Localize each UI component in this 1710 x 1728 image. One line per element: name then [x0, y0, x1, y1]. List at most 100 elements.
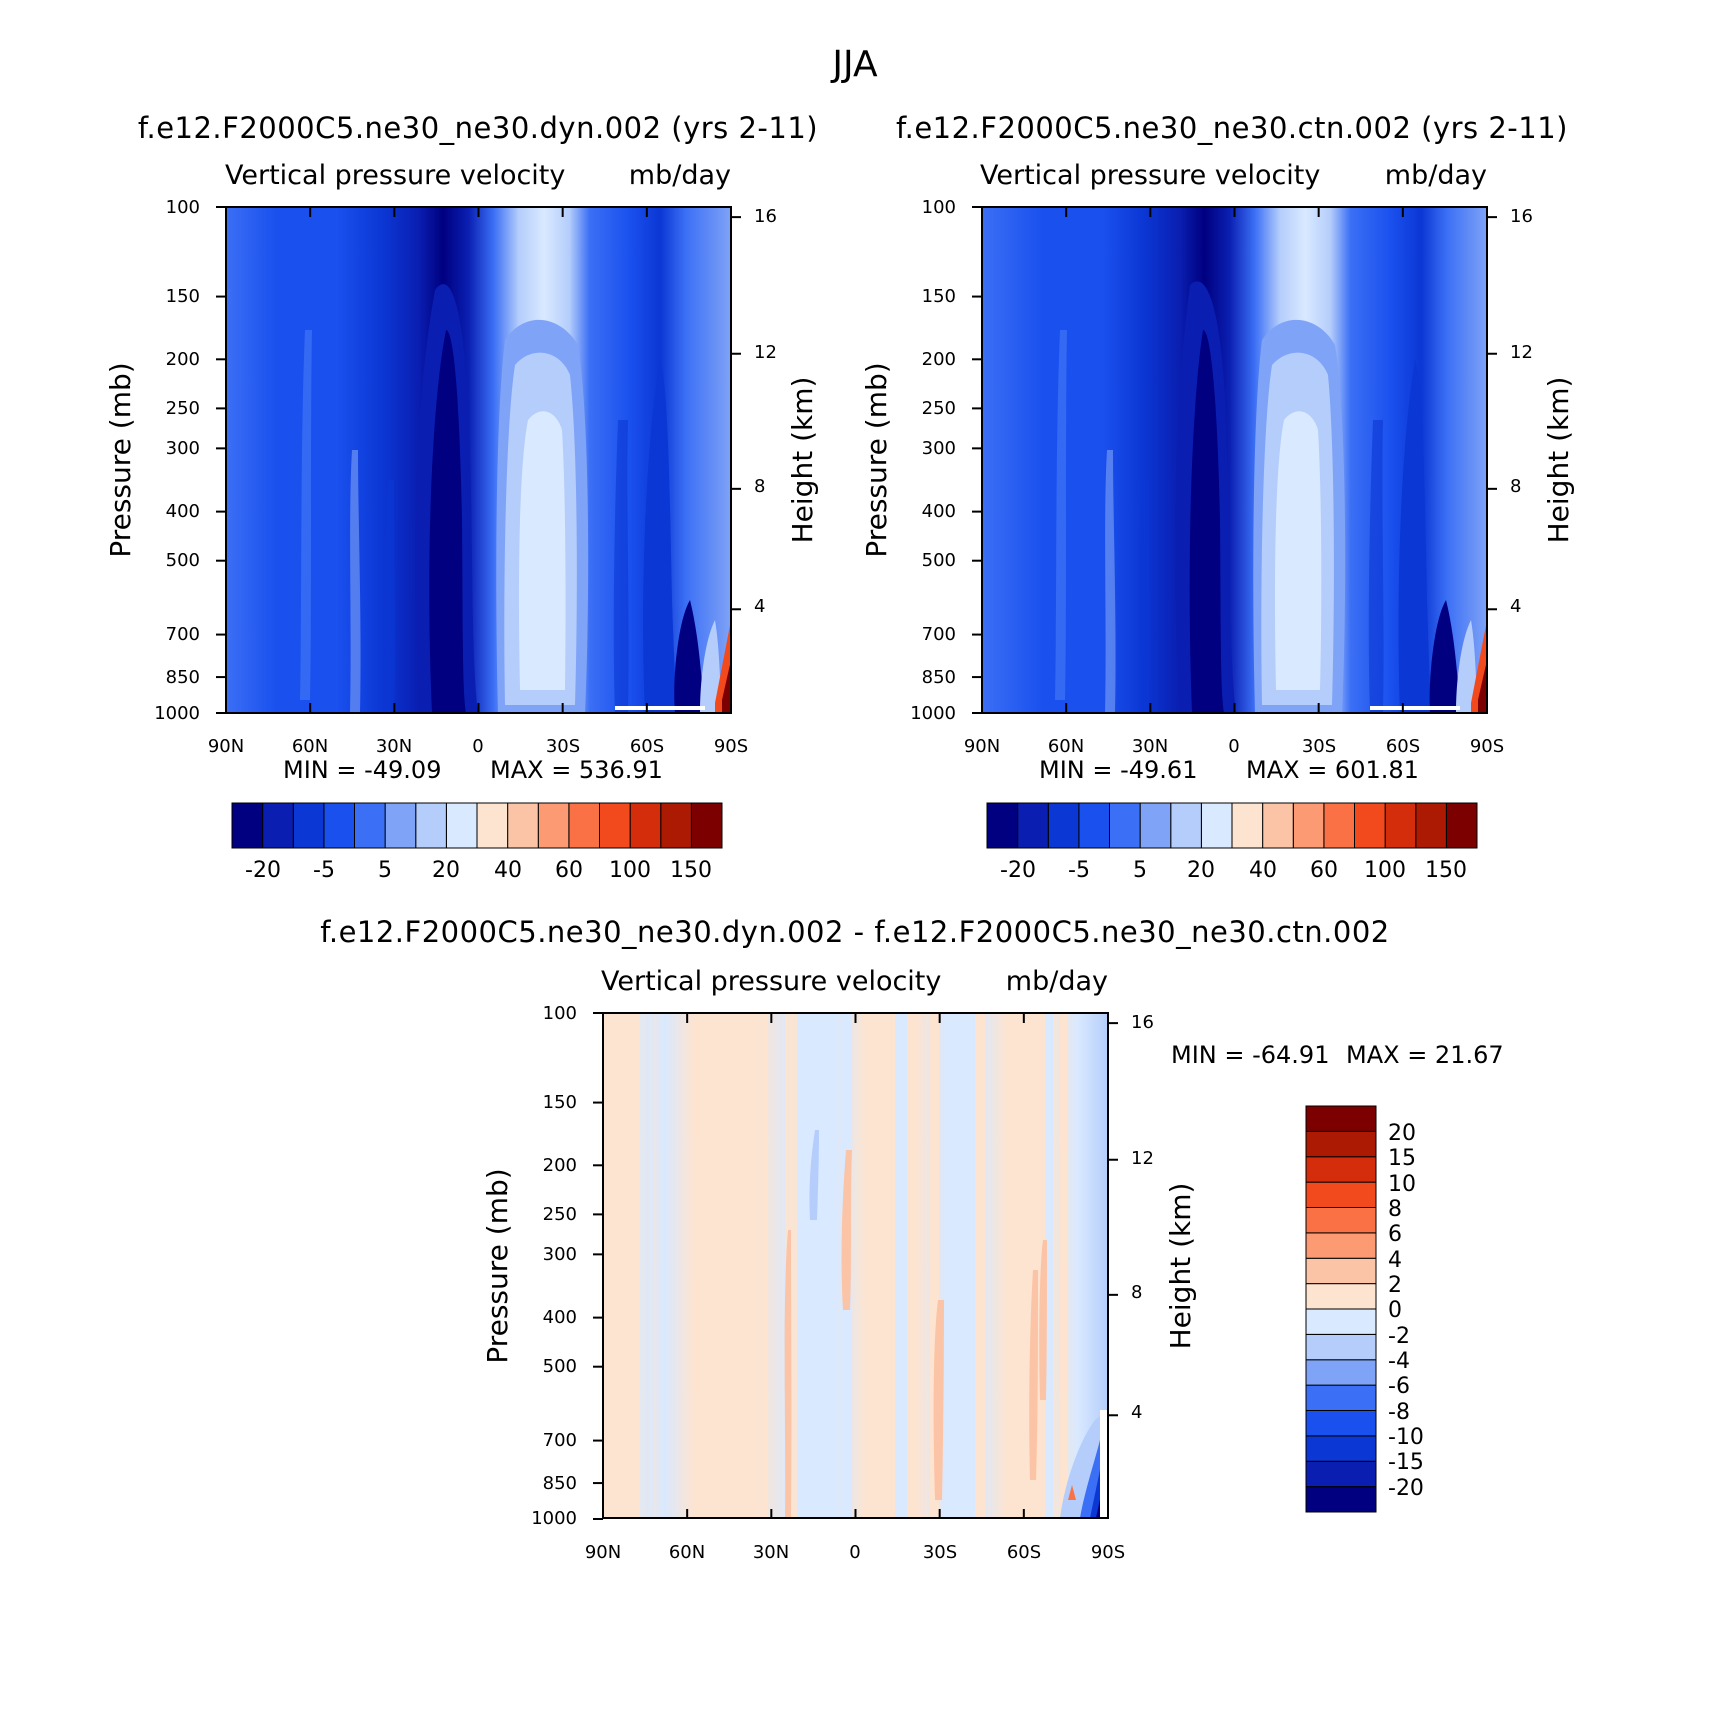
colorbar-swatch	[1305, 1181, 1377, 1208]
colorbar-label: -2	[1388, 1324, 1410, 1349]
colorbar-label: 100	[609, 858, 651, 883]
x-tick-label: 60N	[1048, 736, 1084, 757]
x-tick-label: 60S	[1007, 1542, 1041, 1563]
x-tick-label: 30N	[1132, 736, 1168, 757]
x-tick-label: 60N	[669, 1542, 705, 1563]
y2-tick-label: 12	[1131, 1148, 1154, 1169]
panel-top-left: f.e12.F2000C5.ne30_ne30.dyn.002 (yrs 2-1…	[104, 111, 819, 883]
y2-tick-label: 12	[1510, 342, 1533, 363]
colorbar-label: 150	[1425, 858, 1467, 883]
y2-tick-label: 16	[1510, 206, 1533, 227]
x-tick-label: 90N	[208, 736, 244, 757]
colorbar-label: 20	[432, 858, 460, 883]
colorbar-label: -15	[1388, 1450, 1424, 1475]
colorbar-label: 15	[1388, 1146, 1416, 1171]
colorbar-swatch	[231, 802, 264, 849]
y2-axis: 16 12 8 4 Height (km)	[1510, 206, 1575, 617]
case-title: f.e12.F2000C5.ne30_ne30.ctn.002 (yrs 2-1…	[896, 111, 1568, 145]
colorbar-swatch	[1305, 1486, 1377, 1513]
y2-tick-label: 8	[1131, 1282, 1142, 1303]
y2-tick-label: 4	[1131, 1402, 1142, 1423]
y-tick-label: 850	[922, 667, 956, 688]
colorbar-label: 0	[1388, 1298, 1402, 1323]
min-label: MIN = -49.09	[283, 756, 441, 784]
variable-name: Vertical pressure velocity	[225, 160, 565, 191]
x-tick-label: 30S	[546, 736, 580, 757]
y-tick-label: 300	[543, 1244, 577, 1265]
y-tick-label: 150	[543, 1092, 577, 1113]
y2-axis: 16 12 8 4 Height (km)	[754, 206, 819, 617]
colorbar-swatch	[599, 802, 631, 849]
y-axis-label: Pressure (mb)	[860, 362, 893, 557]
y-tick-label: 100	[166, 197, 200, 218]
max-label: MAX = 601.81	[1246, 756, 1419, 784]
y-tick-label: 500	[922, 550, 956, 571]
y-axis-label: Pressure (mb)	[104, 362, 137, 557]
x-tick-label: 90S	[714, 736, 748, 757]
y-tick-label: 400	[922, 501, 956, 522]
y2-tick-label: 16	[1131, 1012, 1154, 1033]
colorbar-swatch	[1305, 1460, 1377, 1488]
colorbar-swatch	[354, 802, 386, 849]
y2-tick-label: 8	[1510, 476, 1521, 497]
tick-marks	[216, 206, 1497, 1520]
colorbar-swatch	[568, 802, 600, 849]
panel-top-right: f.e12.F2000C5.ne30_ne30.ctn.002 (yrs 2-1…	[860, 111, 1575, 883]
colorbar-swatch	[1384, 802, 1417, 849]
y-tick-label: 200	[166, 349, 200, 370]
colorbar-swatch	[1305, 1435, 1377, 1462]
max-label: MAX = 536.91	[490, 756, 663, 784]
colorbar-swatch	[1292, 802, 1325, 849]
colorbar-swatch	[629, 802, 662, 849]
y-tick-label: 150	[922, 286, 956, 307]
x-tick-label: 30N	[753, 1542, 789, 1563]
figure-title: JJA	[830, 44, 878, 85]
colorbar-swatch	[262, 802, 294, 849]
colorbar-label: -5	[313, 858, 335, 883]
x-tick-label: 60S	[1386, 736, 1420, 757]
x-tick-label: 30N	[376, 736, 412, 757]
y-tick-label: 100	[922, 197, 956, 218]
colorbar-swatch	[690, 802, 723, 849]
y-tick-label: 400	[543, 1307, 577, 1328]
colorbar-label: 40	[1249, 858, 1277, 883]
colorbar-label: 5	[1133, 858, 1147, 883]
x-tick-label: 90N	[585, 1542, 621, 1563]
y-tick-label: 200	[922, 349, 956, 370]
y-tick-label: 500	[166, 550, 200, 571]
colorbar-swatch	[1047, 802, 1080, 849]
y-axis: 100 150 200 250 300 400 500 700 850 1000…	[860, 197, 956, 724]
colorbar-label: 20	[1187, 858, 1215, 883]
y2-axis-label: Height (km)	[1164, 1183, 1197, 1350]
x-axis: 90N 60N 30N 0 30S 60S 90S	[964, 736, 1504, 757]
y-tick-label: 850	[543, 1473, 577, 1494]
colorbar-label: 150	[670, 858, 712, 883]
colorbar-label: -6	[1388, 1374, 1410, 1399]
colorbar-label: 60	[1310, 858, 1338, 883]
contour-field	[603, 1013, 1108, 1518]
colorbar-swatch	[476, 802, 509, 849]
colorbar-swatch	[1305, 1130, 1377, 1158]
y-tick-label: 400	[166, 501, 200, 522]
colorbar-swatch	[1305, 1232, 1377, 1259]
colorbar-label: 2	[1388, 1273, 1402, 1298]
variable-name: Vertical pressure velocity	[601, 966, 941, 997]
colorbar-swatch	[1231, 802, 1264, 849]
contour-field	[226, 207, 731, 713]
colorbar-bottom: 20 15 10 8 6 4 2 0 -2 -4 -6 -8 -10 -15 -…	[1305, 1105, 1424, 1513]
variable-name: Vertical pressure velocity	[980, 160, 1320, 191]
y-tick-label: 300	[166, 438, 200, 459]
colorbar-label: -4	[1388, 1349, 1410, 1374]
colorbar-swatch	[1200, 802, 1233, 849]
colorbar-label: 40	[494, 858, 522, 883]
colorbar-swatch	[1262, 802, 1294, 849]
colorbar-swatch	[445, 802, 478, 849]
units-label: mb/day	[1006, 966, 1108, 997]
colorbar-label: 5	[378, 858, 392, 883]
colorbar-swatch	[292, 802, 325, 849]
x-axis: 90N 60N 30N 0 30S 60S 90S	[208, 736, 748, 757]
y2-axis-label: Height (km)	[1542, 377, 1575, 544]
y-tick-label: 150	[166, 286, 200, 307]
x-tick-label: 90N	[964, 736, 1000, 757]
y-tick-label: 250	[166, 398, 200, 419]
